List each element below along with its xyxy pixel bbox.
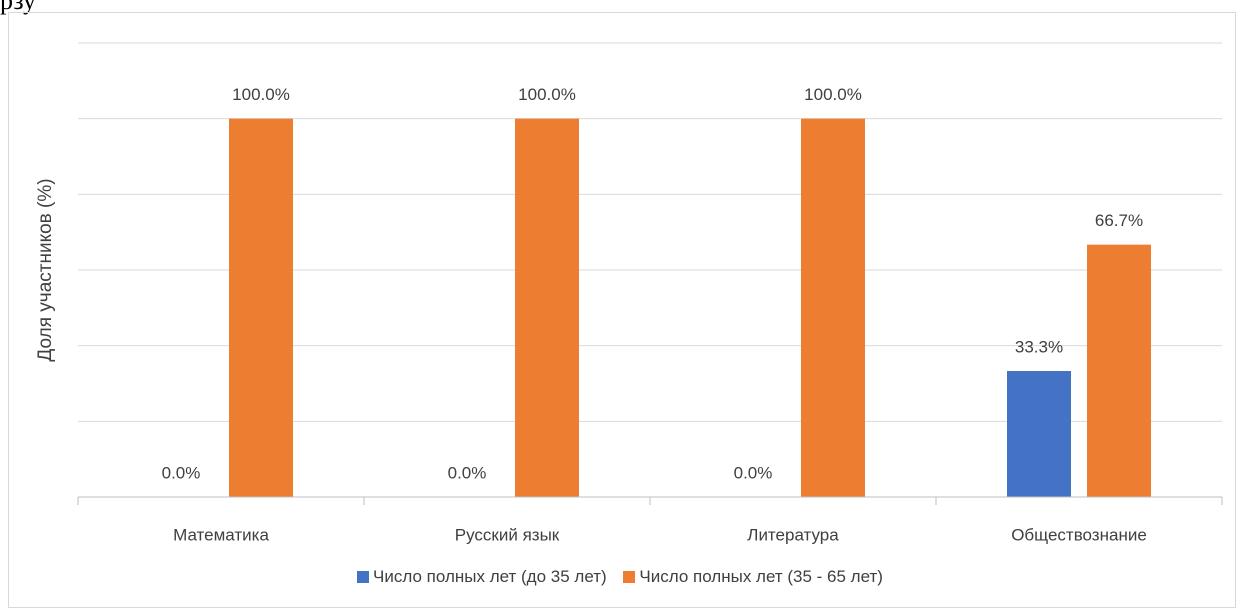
data-label: 0.0% bbox=[734, 463, 773, 482]
data-label: 0.0% bbox=[448, 463, 487, 482]
bar bbox=[515, 118, 579, 498]
x-tick-label: Математика bbox=[173, 525, 269, 544]
data-label: 100.0% bbox=[518, 85, 576, 104]
legend-swatch-blue bbox=[357, 571, 370, 583]
bar bbox=[1087, 244, 1151, 497]
data-label: 100.0% bbox=[804, 85, 862, 104]
y-axis-title: Доля участников (%) bbox=[35, 178, 56, 361]
bar bbox=[801, 118, 865, 498]
data-label: 100.0% bbox=[232, 85, 290, 104]
legend: Число полных лет (до 35 лет) Число полны… bbox=[0, 567, 1240, 588]
bar bbox=[229, 118, 293, 498]
data-label: 0.0% bbox=[162, 463, 201, 482]
legend-swatch-orange bbox=[623, 571, 636, 583]
legend-label-under-35: Число полных лет (до 35 лет) bbox=[373, 567, 607, 586]
x-tick-label: Обществознание bbox=[1011, 525, 1147, 544]
bars bbox=[229, 118, 1151, 498]
data-label: 66.7% bbox=[1095, 211, 1143, 230]
bar bbox=[1007, 371, 1071, 497]
chart-frame bbox=[8, 12, 1236, 608]
page-fragment-text: рзу bbox=[0, 0, 37, 15]
x-tick-label: Литература bbox=[747, 525, 839, 544]
data-labels: 0.0% 100.0% 0.0% 100.0% 0.0% 100.0% 33.3% 66.7% bbox=[162, 85, 1143, 482]
legend-label-35-65: Число полных лет (35 - 65 лет) bbox=[639, 567, 883, 586]
legend-item-35-65: Число полных лет (35 - 65 лет) bbox=[623, 567, 883, 587]
legend-item-under-35: Число полных лет (до 35 лет) bbox=[357, 567, 607, 587]
data-label: 33.3% bbox=[1015, 337, 1063, 356]
x-tick-label: Русский язык bbox=[455, 525, 560, 544]
x-axis: Математика Русский язык Литература Общество… bbox=[77, 496, 1223, 544]
